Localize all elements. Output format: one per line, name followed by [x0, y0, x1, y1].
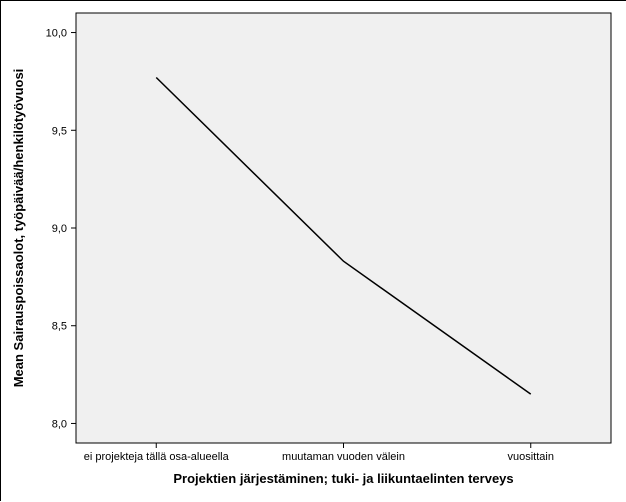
x-tick-label: vuosittain — [508, 451, 554, 463]
x-axis-title: Projektien järjestäminen; tuki- ja liiku… — [173, 471, 513, 486]
x-tick-label: ei projekteja tällä osa-alueella — [84, 451, 230, 463]
y-axis-title: Mean Sairauspoissaolot, työpäivää/henkil… — [11, 69, 26, 388]
chart-svg: 8,0 8,5 9,0 9,5 10,0 ei projekteja tällä osa-… — [1, 1, 626, 502]
line-chart: 8,0 8,5 9,0 9,5 10,0 ei projekteja tällä osa-… — [0, 0, 626, 501]
x-tick-label: muutaman vuoden välein — [282, 451, 405, 463]
y-tick-label: 9,5 — [52, 125, 67, 137]
y-tick-label: 9,0 — [52, 223, 67, 235]
y-tick-label: 8,0 — [52, 418, 67, 430]
y-tick-label: 10,0 — [46, 28, 67, 40]
y-tick-label: 8,5 — [52, 321, 67, 333]
